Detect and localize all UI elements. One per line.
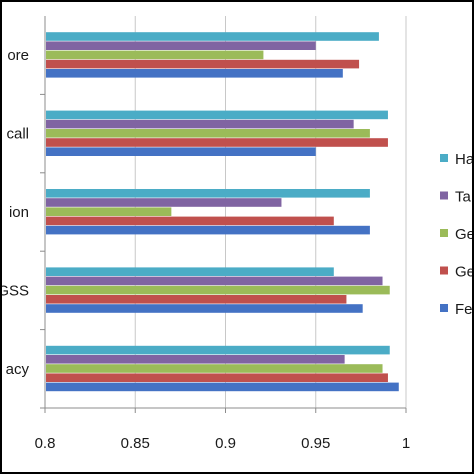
legend-label: Ge <box>455 226 474 243</box>
bar <box>46 198 282 207</box>
category-labels: acy GSS ion call ore <box>0 47 29 378</box>
x-tick-label: 0.9 <box>215 435 236 452</box>
bar <box>46 364 383 373</box>
legend-swatch <box>440 266 448 275</box>
bar <box>46 32 379 41</box>
x-tick-labels: 0.8 0.85 0.9 0.95 1 <box>35 435 411 452</box>
bar <box>46 345 390 355</box>
legend-label: Ha <box>455 151 474 168</box>
bar <box>46 50 264 60</box>
bar <box>46 41 316 50</box>
legend-label: Fe <box>455 301 473 318</box>
bar <box>46 59 360 69</box>
bar <box>46 207 172 216</box>
bar <box>46 304 363 313</box>
bar <box>46 138 388 147</box>
legend: Ha Ta Ge Ge Fe <box>440 151 474 318</box>
bar <box>46 355 345 364</box>
bar <box>46 147 316 156</box>
x-tick-label: 0.95 <box>301 435 330 452</box>
bar <box>46 295 347 304</box>
legend-swatch <box>440 191 448 200</box>
bar <box>46 189 370 198</box>
bar <box>46 119 354 129</box>
category-label: ion <box>9 204 29 221</box>
category-label: GSS <box>0 282 29 299</box>
bars <box>46 32 399 392</box>
x-tick-label: 0.85 <box>121 435 150 452</box>
x-tick-label: 1 <box>402 435 410 452</box>
bar <box>46 276 383 286</box>
x-tick-label: 0.8 <box>35 435 56 452</box>
bar <box>46 285 390 295</box>
category-label: acy <box>6 361 30 378</box>
legend-label: Ge <box>455 264 474 281</box>
bar <box>46 382 399 392</box>
bar <box>46 216 334 226</box>
axes <box>40 16 407 413</box>
bar <box>46 110 388 120</box>
bar <box>46 373 388 382</box>
bar <box>46 129 370 138</box>
bar <box>46 267 334 276</box>
legend-label: Ta <box>455 189 472 206</box>
category-label: call <box>6 126 29 143</box>
legend-swatch <box>440 304 448 312</box>
legend-swatch <box>440 229 448 237</box>
bar <box>46 69 343 78</box>
category-label: ore <box>7 47 29 64</box>
legend-swatch <box>440 154 448 162</box>
bar <box>46 225 370 235</box>
